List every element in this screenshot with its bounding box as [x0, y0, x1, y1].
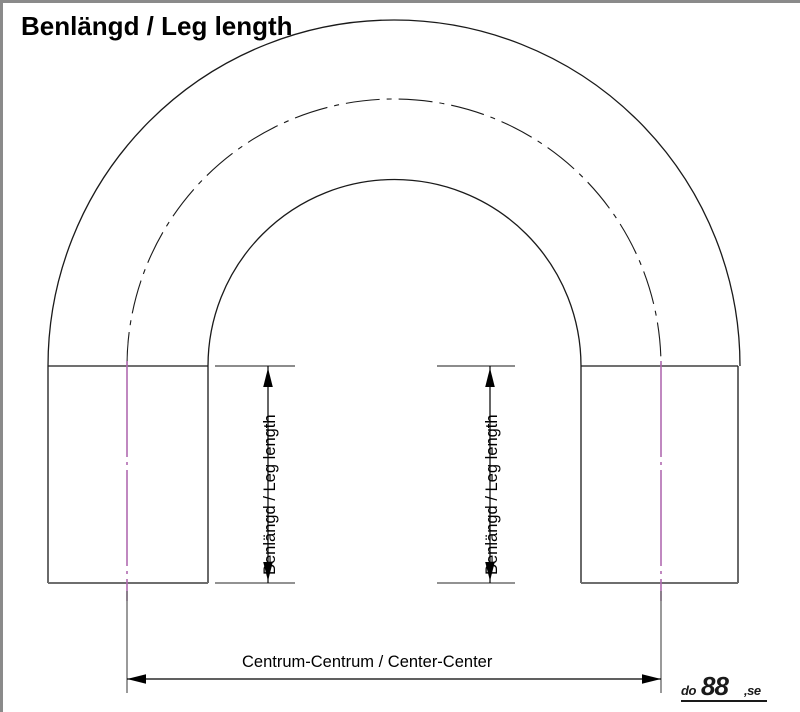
cc-arrowhead-left: [127, 674, 146, 684]
do88-logo: do 88 ,se: [681, 673, 789, 703]
left-leg-dim-arrowhead-bottom: [263, 562, 273, 581]
hose-bend-drawing: [47, 19, 741, 693]
page-title: Benlängd / Leg length: [21, 11, 293, 41]
logo-prefix-text: do: [681, 683, 696, 698]
center-to-center-dimension: [126, 591, 662, 693]
left-leg-dim-arrowhead-top: [263, 368, 273, 387]
bend-centerline-arc: [126, 98, 662, 367]
logo-number-text: 88: [701, 671, 729, 701]
right-leg-length-label: Benlängd / Leg length: [483, 414, 501, 575]
left-leg-length-label: Benlängd / Leg length: [261, 414, 279, 575]
right-leg-length-dimension: [437, 365, 515, 584]
left-leg-length-dimension: [215, 365, 295, 584]
cc-arrowhead-right: [642, 674, 661, 684]
outer-arc: [47, 19, 741, 367]
center-to-center-label: Centrum-Centrum / Center-Center: [242, 653, 493, 671]
right-leg-dim-arrowhead-bottom: [485, 562, 495, 581]
hose-outline: [47, 19, 741, 584]
right-leg-dim-arrowhead-top: [485, 368, 495, 387]
inner-arc: [207, 178, 582, 367]
logo-underline: [681, 700, 767, 702]
centerline-group: [126, 98, 662, 601]
logo-suffix-text: ,se: [744, 683, 761, 698]
